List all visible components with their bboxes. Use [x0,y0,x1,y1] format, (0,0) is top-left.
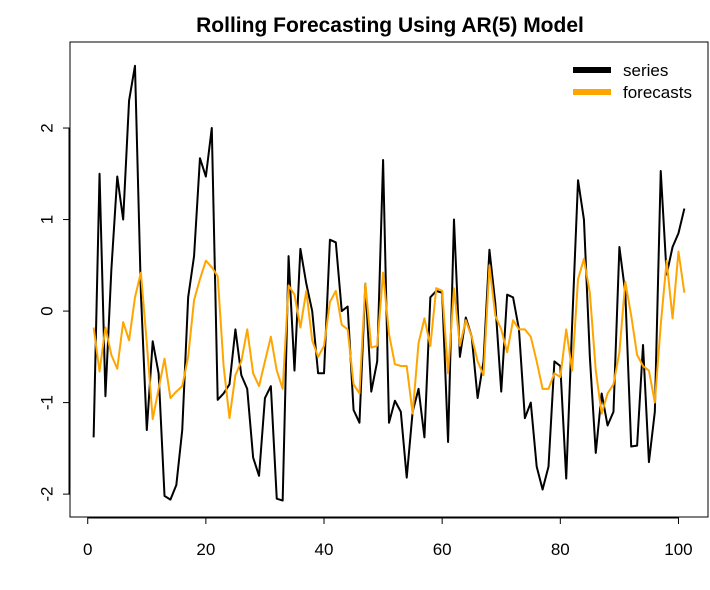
y-tick-label: -2 [37,487,56,502]
x-tick-label: 80 [551,540,570,559]
series-line [92,64,686,502]
y-tick-label: -1 [37,395,56,410]
y-tick-label: 2 [37,123,56,132]
x-tick-label: 0 [83,540,92,559]
series-line [92,250,686,421]
plot-frame [69,41,709,518]
legend-label: forecasts [623,83,692,102]
x-tick-label: 20 [196,540,215,559]
legend-label: series [623,61,668,80]
y-tick-label: 1 [37,215,56,224]
chart-title: Rolling Forecasting Using AR(5) Model [196,14,584,37]
y-tick-label: 0 [37,306,56,315]
x-tick-label: 60 [433,540,452,559]
x-tick-label: 100 [664,540,692,559]
x-tick-label: 40 [315,540,334,559]
